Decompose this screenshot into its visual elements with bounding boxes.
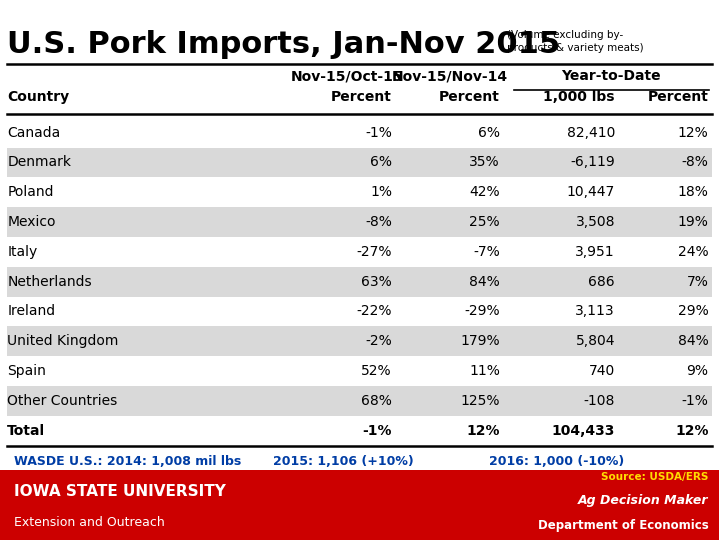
Text: 24%: 24% <box>678 245 708 259</box>
Text: Ag Decision Maker: Ag Decision Maker <box>578 495 708 508</box>
Text: Percent: Percent <box>439 90 500 104</box>
Text: 82,410: 82,410 <box>567 126 615 140</box>
Text: Other Countries: Other Countries <box>7 394 117 408</box>
Text: 12%: 12% <box>678 126 708 140</box>
Text: 6%: 6% <box>478 126 500 140</box>
Text: 1%: 1% <box>370 185 392 199</box>
Text: Ireland: Ireland <box>7 305 55 319</box>
Text: 68%: 68% <box>361 394 392 408</box>
Text: 19%: 19% <box>678 215 708 229</box>
Text: 1,000 lbs: 1,000 lbs <box>544 90 615 104</box>
Text: 740: 740 <box>589 364 615 378</box>
Text: 7%: 7% <box>687 275 708 288</box>
Text: Percent: Percent <box>647 90 708 104</box>
Text: -6,119: -6,119 <box>570 156 615 170</box>
Text: 84%: 84% <box>469 275 500 288</box>
Text: 125%: 125% <box>460 394 500 408</box>
Text: 686: 686 <box>588 275 615 288</box>
Text: Department of Economics: Department of Economics <box>538 519 708 532</box>
Text: IOWA STATE UNIVERSITY: IOWA STATE UNIVERSITY <box>14 484 226 499</box>
Text: Country: Country <box>7 90 69 104</box>
Text: 6%: 6% <box>370 156 392 170</box>
Text: Total: Total <box>7 423 45 437</box>
Text: 63%: 63% <box>361 275 392 288</box>
Text: -1%: -1% <box>365 126 392 140</box>
Text: Extension and Outreach: Extension and Outreach <box>14 516 165 529</box>
Text: Poland: Poland <box>7 185 54 199</box>
Text: 2015: 1,106 (+10%): 2015: 1,106 (+10%) <box>274 455 414 468</box>
Text: Nov-15/Oct-15: Nov-15/Oct-15 <box>291 69 403 83</box>
FancyBboxPatch shape <box>7 267 712 296</box>
Text: United Kingdom: United Kingdom <box>7 334 119 348</box>
Text: 12%: 12% <box>675 423 708 437</box>
Text: 10,447: 10,447 <box>567 185 615 199</box>
Text: -7%: -7% <box>473 245 500 259</box>
Text: Source: USDA/ERS: Source: USDA/ERS <box>601 472 708 482</box>
Text: 3,113: 3,113 <box>575 305 615 319</box>
Text: -29%: -29% <box>464 305 500 319</box>
Text: 42%: 42% <box>469 185 500 199</box>
Text: WASDE U.S.: 2014: 1,008 mil lbs: WASDE U.S.: 2014: 1,008 mil lbs <box>14 455 242 468</box>
Text: 3,951: 3,951 <box>575 245 615 259</box>
Text: -108: -108 <box>584 394 615 408</box>
Text: Denmark: Denmark <box>7 156 71 170</box>
Text: -2%: -2% <box>365 334 392 348</box>
Text: Italy: Italy <box>7 245 37 259</box>
FancyBboxPatch shape <box>7 326 712 356</box>
Text: -1%: -1% <box>362 423 392 437</box>
Text: -22%: -22% <box>356 305 392 319</box>
Text: -8%: -8% <box>365 215 392 229</box>
FancyBboxPatch shape <box>7 207 712 237</box>
FancyBboxPatch shape <box>7 147 712 177</box>
Text: Nov-15/Nov-14: Nov-15/Nov-14 <box>392 69 508 83</box>
Text: Percent: Percent <box>331 90 392 104</box>
Text: Canada: Canada <box>7 126 60 140</box>
Text: 11%: 11% <box>469 364 500 378</box>
Text: (Volume excluding by-
products & variety meats): (Volume excluding by- products & variety… <box>507 30 644 53</box>
Text: U.S. Pork Imports, Jan-Nov 2015: U.S. Pork Imports, Jan-Nov 2015 <box>7 30 560 59</box>
Text: 35%: 35% <box>469 156 500 170</box>
Text: 104,433: 104,433 <box>552 423 615 437</box>
Text: 84%: 84% <box>678 334 708 348</box>
Text: -1%: -1% <box>682 394 708 408</box>
Text: Netherlands: Netherlands <box>7 275 92 288</box>
FancyBboxPatch shape <box>7 386 712 416</box>
Text: 5,804: 5,804 <box>575 334 615 348</box>
Text: 29%: 29% <box>678 305 708 319</box>
Text: 18%: 18% <box>678 185 708 199</box>
Text: 9%: 9% <box>686 364 708 378</box>
Text: 52%: 52% <box>361 364 392 378</box>
Text: Year-to-Date: Year-to-Date <box>562 69 661 83</box>
Text: 25%: 25% <box>469 215 500 229</box>
Text: 179%: 179% <box>460 334 500 348</box>
Text: Mexico: Mexico <box>7 215 55 229</box>
Text: Spain: Spain <box>7 364 46 378</box>
Text: 3,508: 3,508 <box>575 215 615 229</box>
Text: 2016: 1,000 (-10%): 2016: 1,000 (-10%) <box>489 455 624 468</box>
Text: 12%: 12% <box>467 423 500 437</box>
Text: -8%: -8% <box>682 156 708 170</box>
FancyBboxPatch shape <box>0 470 719 540</box>
Text: -27%: -27% <box>356 245 392 259</box>
